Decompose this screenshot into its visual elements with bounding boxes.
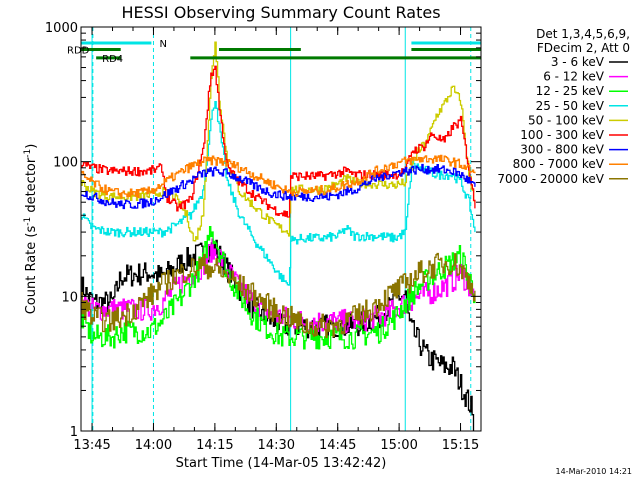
legend-entry-50-100-kev: 50 - 100 keV — [528, 113, 605, 127]
series-layer — [81, 41, 476, 431]
legend-entry-25-50-kev: 25 - 50 keV — [536, 99, 605, 113]
y-tick-label: 1 — [70, 425, 78, 440]
flag-label-rdd: RDD — [67, 46, 90, 57]
legend-entry-12-25-kev: 12 - 25 keV — [536, 84, 605, 98]
x-axis-label: Start Time (14-Mar-05 13:42:42) — [176, 456, 387, 471]
legend: Det 1,3,4,5,6,9,FDecim 2, Att 03 - 6 keV… — [497, 27, 630, 186]
plot-frame — [80, 26, 482, 432]
legend-entry-100-300-kev: 100 - 300 keV — [520, 128, 604, 142]
y-axis-label-part3: ) — [24, 144, 39, 149]
y-axis-label-part1: Count Rate (s — [24, 226, 39, 315]
y-tick-label: 1000 — [45, 21, 78, 36]
x-tick-label: 15:15 — [442, 438, 479, 453]
x-tick-label: 14:00 — [135, 438, 172, 453]
legend-header-line: Det 1,3,4,5,6,9, — [536, 27, 630, 41]
legend-entry-300-800-kev: 300 - 800 keV — [520, 143, 604, 157]
legend-entry-3-6-kev: 3 - 6 keV — [551, 55, 605, 69]
legend-header-line: FDecim 2, Att 0 — [537, 41, 630, 55]
x-tick-label: 14:15 — [196, 438, 233, 453]
series-line-800-7000-kev — [81, 154, 476, 199]
x-tick-label: 15:00 — [380, 438, 417, 453]
y-axis-label-part2: detector — [24, 157, 39, 217]
y-tick-label: 10 — [61, 290, 78, 305]
y-axis-label-sup2: -1 — [23, 149, 33, 158]
y-axis-ticks: 1 10 100 1000 — [45, 21, 481, 440]
y-axis-label-sup1: -1 — [23, 217, 33, 226]
series-line-7000-20000-kev — [81, 252, 476, 338]
flags-layer — [81, 41, 481, 60]
legend-entry-6-12-kev: 6 - 12 keV — [543, 70, 605, 84]
x-tick-label: 14:30 — [258, 438, 295, 453]
x-axis-ticks: 13:45 14:00 14:15 14:30 14:45 15:00 15:15 — [73, 27, 482, 453]
x-tick-label: 14:45 — [319, 438, 356, 453]
series-line-12-25-kev — [81, 226, 476, 350]
legend-entry-7000-20000-kev: 7000 - 20000 keV — [497, 172, 604, 186]
series-line-25-50-kev — [81, 100, 476, 286]
flag-labels: N RDD RD4 — [67, 39, 167, 65]
flag-label-n: N — [159, 39, 166, 50]
chart-title: HESSI Observing Summary Count Rates — [121, 3, 440, 22]
x-tick-label: 13:45 — [73, 438, 110, 453]
y-axis-label: Count Rate (s-1 detector-1) — [23, 144, 39, 315]
y-tick-label: 100 — [53, 156, 78, 171]
flag-label-rd4: RD4 — [102, 54, 123, 65]
series-line-300-800-kev — [81, 163, 476, 210]
series-line-50-100-kev — [81, 41, 476, 242]
legend-entry-800-7000-kev: 800 - 7000 keV — [513, 157, 605, 171]
timestamp: 14-Mar-2010 14:21 — [556, 467, 633, 476]
series-line-100-300-kev — [81, 65, 476, 218]
